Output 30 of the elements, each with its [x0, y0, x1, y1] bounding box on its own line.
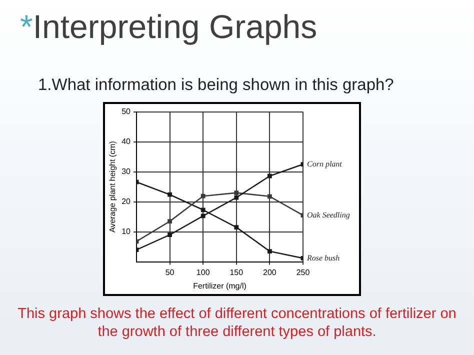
x-tick-label: 50 [165, 268, 175, 277]
chart-title: *Interpreting Graphs [20, 8, 318, 46]
point [267, 194, 272, 199]
y-tick-label: 30 [122, 167, 132, 176]
x-tick-label: 100 [196, 268, 210, 277]
y-tick-label: 40 [122, 137, 132, 146]
x-tick-label: 150 [230, 268, 244, 277]
point [200, 214, 206, 218]
point [234, 190, 239, 196]
point [168, 232, 172, 238]
y-axis-title: Average plant height (cm) [108, 140, 118, 233]
text: This graph shows the effect of different concentrations of fertilizer on the growth of three different types of plants. [16, 305, 458, 341]
point [168, 192, 172, 197]
x-tick-label: 250 [296, 268, 310, 277]
point [234, 225, 239, 230]
x-axis-title: Fertilizer (mg/l) [193, 281, 247, 290]
y-tick-label: 20 [122, 197, 132, 206]
point [267, 174, 272, 178]
series-label: Corn plant [307, 159, 343, 168]
y-tick-label: 50 [122, 107, 132, 116]
point [200, 208, 206, 212]
series-label: Rose bush [306, 253, 340, 262]
point [200, 194, 206, 198]
x-tick-label: 200 [263, 268, 277, 277]
chart-subtitle: 1.What information is being shown in this graph? [38, 76, 394, 95]
y-tick-label: 10 [122, 227, 132, 236]
point [267, 249, 272, 254]
point [234, 195, 239, 200]
series-label: Oak Seedling [307, 210, 350, 220]
point [168, 219, 172, 224]
